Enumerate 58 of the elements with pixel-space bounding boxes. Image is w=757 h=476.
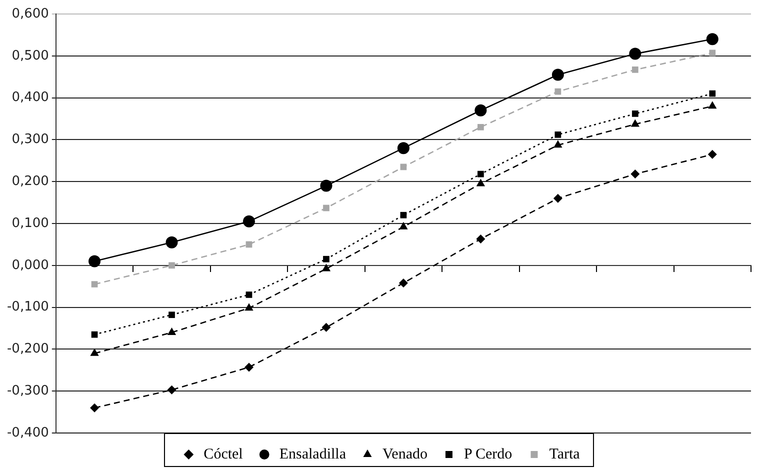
point bbox=[90, 348, 99, 356]
point bbox=[399, 222, 408, 230]
y-tick-label: -0,200 bbox=[6, 342, 49, 357]
point bbox=[476, 234, 486, 244]
point bbox=[553, 194, 562, 203]
y-tick-label: 0,200 bbox=[12, 174, 49, 189]
point bbox=[709, 50, 716, 56]
point bbox=[554, 88, 562, 95]
legend-label: Cóctel bbox=[204, 446, 243, 462]
point bbox=[323, 204, 330, 212]
point bbox=[322, 264, 331, 272]
point bbox=[90, 403, 100, 412]
legend-label: Tarta bbox=[549, 446, 580, 462]
point bbox=[91, 281, 98, 288]
point bbox=[629, 48, 642, 60]
point bbox=[476, 178, 486, 186]
y-tick-label: 0,400 bbox=[12, 90, 49, 106]
point bbox=[552, 68, 564, 81]
legend-label: P Cerdo bbox=[464, 446, 512, 462]
point bbox=[474, 104, 487, 116]
point bbox=[246, 292, 252, 298]
legend-label: Venado bbox=[382, 446, 428, 462]
point bbox=[168, 262, 175, 269]
point bbox=[398, 278, 408, 288]
point bbox=[554, 140, 562, 148]
point bbox=[630, 119, 640, 127]
y-tick-label: -0,300 bbox=[6, 383, 49, 398]
point bbox=[630, 170, 640, 179]
y-tick-label: 0,100 bbox=[12, 216, 49, 231]
point bbox=[478, 170, 484, 178]
point bbox=[708, 150, 717, 159]
legend-label: Ensaladilla bbox=[279, 446, 346, 462]
y-tick-label: 0,600 bbox=[12, 6, 49, 22]
point bbox=[397, 142, 410, 154]
y-tick-label: -0,100 bbox=[6, 300, 49, 315]
point bbox=[167, 327, 176, 335]
y-tick-label: 0,300 bbox=[12, 132, 49, 148]
point bbox=[244, 303, 254, 311]
point bbox=[323, 256, 330, 262]
point bbox=[709, 90, 716, 97]
y-tick-label: 0,000 bbox=[12, 258, 49, 273]
point bbox=[708, 101, 717, 109]
point bbox=[632, 110, 638, 117]
point bbox=[320, 180, 332, 192]
point bbox=[400, 212, 407, 218]
y-tick-label: -0,400 bbox=[6, 425, 49, 440]
point bbox=[168, 312, 175, 318]
point bbox=[242, 215, 255, 228]
point bbox=[244, 362, 254, 372]
point bbox=[322, 322, 331, 332]
point bbox=[166, 236, 178, 248]
y-tick-label: 0,500 bbox=[12, 48, 49, 64]
point bbox=[632, 66, 638, 73]
point bbox=[554, 131, 562, 138]
point bbox=[167, 385, 176, 394]
point bbox=[706, 33, 718, 46]
point bbox=[478, 124, 484, 130]
point bbox=[88, 255, 101, 268]
